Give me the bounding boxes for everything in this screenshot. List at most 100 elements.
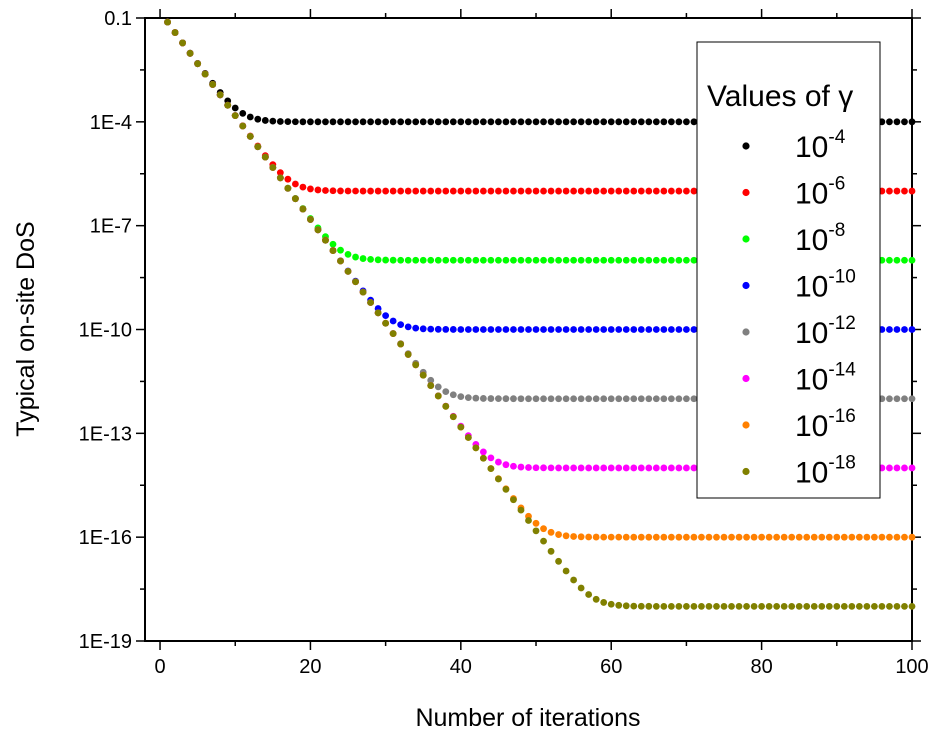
data-point [547,256,555,264]
data-point [374,118,382,126]
data-point [344,187,352,195]
data-point [585,187,593,195]
data-point [291,180,299,188]
data-point [359,118,367,126]
data-point [517,326,525,333]
data-point [495,326,502,333]
data-point [540,395,547,403]
data-point [246,132,254,140]
data-point [434,325,442,333]
data-point [276,174,284,182]
data-point [600,187,608,195]
data-point [276,169,284,177]
data-point [840,533,848,541]
data-point [547,326,555,333]
data-point [622,256,630,264]
y-tick-label: 1E-10 [79,320,132,342]
data-point [449,326,457,333]
data-point [472,187,480,195]
data-point [773,602,781,610]
data-point [825,533,833,541]
data-point [585,395,593,403]
data-point [607,395,615,403]
data-point [532,326,540,333]
x-tick-label: 100 [895,656,928,678]
data-point [495,187,502,195]
data-point [630,395,638,403]
data-point [592,187,600,195]
data-point [307,216,314,223]
data-point [464,118,472,126]
data-point [901,326,908,333]
data-point [525,187,532,195]
data-point [397,256,405,264]
data-point [645,533,653,541]
data-point [901,187,908,195]
data-point [652,256,660,264]
data-point [329,247,337,254]
data-point [675,395,683,403]
data-point [201,70,209,78]
data-point [667,395,675,403]
tick-labels: 0 20 40 60 80 100 0.1 1E-4 1E-7 1E-10 1E-13 1E-16 1E… [79,8,929,678]
legend-exponent: -10 [828,267,855,288]
data-point [773,533,781,541]
data-point [532,187,540,195]
data-point [683,326,690,333]
data-point [397,187,405,195]
data-point [427,382,435,389]
legend-label: 10-4 [795,127,846,164]
data-point [901,395,908,403]
data-point [397,118,405,126]
legend-exponent: -14 [828,360,856,381]
data-point [600,326,608,333]
data-point [367,299,374,306]
data-point [382,187,390,195]
data-point [840,602,848,610]
data-point [600,118,608,126]
data-point [886,464,893,472]
data-point [878,602,886,610]
data-point [758,533,766,541]
data-point [630,533,638,541]
data-point [810,602,818,610]
data-point [479,448,487,456]
data-point [284,175,292,183]
data-point [329,187,337,195]
data-point [570,187,578,195]
data-point [367,255,374,263]
data-point [419,118,427,126]
data-point [683,464,690,472]
data-point [683,395,690,403]
data-point [675,326,683,333]
data-point [705,533,713,541]
y-tick-label: 1E-16 [79,527,132,549]
x-tick-label: 0 [154,656,165,678]
data-point [517,395,525,403]
data-point [382,118,390,126]
data-point [434,256,442,264]
data-point [352,278,359,286]
data-point [675,187,683,195]
data-point [622,118,630,126]
data-point [570,464,578,472]
data-point [652,326,660,333]
data-point [344,118,352,126]
data-point [675,602,683,610]
data-point [637,187,645,195]
data-point [667,326,675,333]
data-point [517,506,525,514]
data-point [389,317,397,325]
data-point [495,118,502,126]
data-point [788,533,796,541]
legend-marker [742,281,750,290]
legend-marker [742,188,750,197]
data-point [570,395,578,403]
data-point [449,391,457,399]
data-point [352,118,359,126]
data-point [615,187,623,195]
data-point [487,187,495,195]
data-point [532,395,540,403]
data-point [645,187,653,195]
